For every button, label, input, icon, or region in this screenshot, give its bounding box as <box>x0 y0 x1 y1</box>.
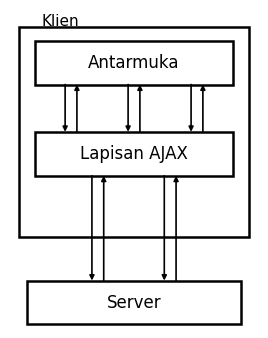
Bar <box>35 41 233 84</box>
Bar <box>35 132 233 176</box>
Text: Klien: Klien <box>42 15 79 29</box>
Text: Lapisan AJAX: Lapisan AJAX <box>80 145 188 163</box>
Text: Antarmuka: Antarmuka <box>88 53 180 72</box>
Bar <box>27 281 241 324</box>
Text: Server: Server <box>107 293 161 312</box>
Bar <box>19 27 249 237</box>
